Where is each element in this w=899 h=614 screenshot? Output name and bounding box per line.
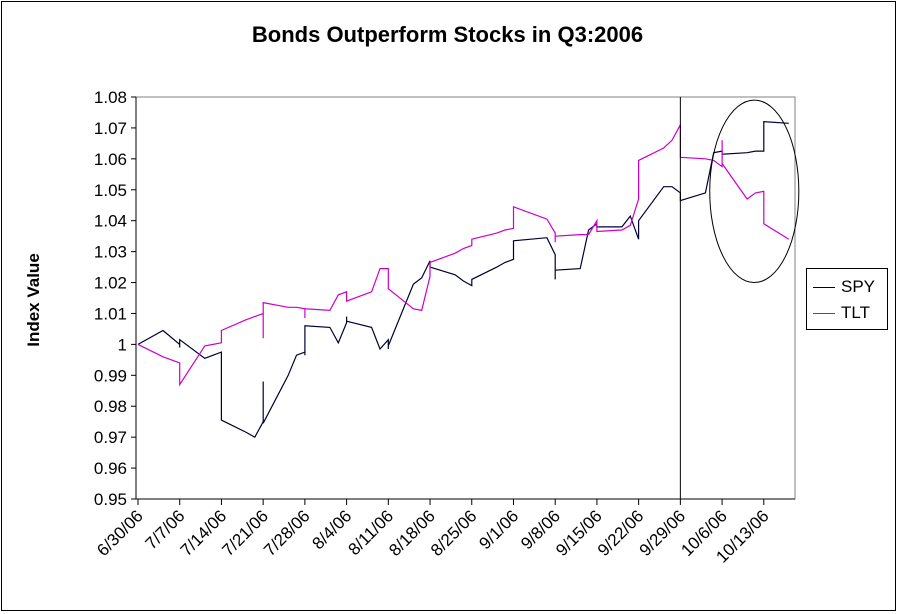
x-tick-label: 9/15/06 xyxy=(552,506,606,560)
y-tick-label: 1.02 xyxy=(94,274,127,293)
y-tick-label: 0.96 xyxy=(94,459,127,478)
x-tick-label: 9/22/06 xyxy=(594,506,648,560)
legend-label-spy: SPY xyxy=(841,277,876,296)
chart-legend: SPY TLT xyxy=(806,268,888,330)
series-line-tlt xyxy=(137,124,790,387)
y-tick-label: 1.05 xyxy=(94,181,127,200)
series-line-spy xyxy=(137,121,789,439)
y-tick-label: 0.99 xyxy=(94,366,127,385)
y-tick-label: 1.03 xyxy=(94,243,127,262)
y-tick-label: 0.97 xyxy=(94,428,127,447)
y-tick-label: 1.07 xyxy=(94,119,127,138)
x-tick-label: 7/14/06 xyxy=(177,506,231,560)
highlight-ellipse xyxy=(709,99,800,284)
plot-area xyxy=(135,96,796,500)
legend-label-tlt: TLT xyxy=(841,303,870,322)
x-tick-label: 9/29/06 xyxy=(636,506,690,560)
x-tick-label: 9/1/06 xyxy=(475,506,522,553)
y-tick-label: 0.95 xyxy=(94,490,127,509)
y-tick-label: 1.04 xyxy=(94,212,127,231)
legend-swatch-tlt xyxy=(813,313,835,314)
x-tick-label: 7/28/06 xyxy=(260,506,314,560)
legend-item-tlt: TLT xyxy=(813,303,885,323)
chart-title: Bonds Outperform Stocks in Q3:2006 xyxy=(251,22,644,47)
y-tick-label: 1.01 xyxy=(94,304,127,323)
y-tick-label: 0.98 xyxy=(94,397,127,416)
x-tick-label: 7/21/06 xyxy=(218,506,272,560)
legend-swatch-spy xyxy=(813,287,835,288)
x-tick-label: 8/18/06 xyxy=(385,506,439,560)
y-tick-label: 1 xyxy=(118,335,127,354)
x-tick-label: 8/25/06 xyxy=(427,506,481,560)
y-tick-label: 1.06 xyxy=(94,150,127,169)
legend-item-spy: SPY xyxy=(813,277,885,297)
y-tick-label: 1.08 xyxy=(94,88,127,107)
x-tick-label: 6/30/06 xyxy=(93,506,147,560)
